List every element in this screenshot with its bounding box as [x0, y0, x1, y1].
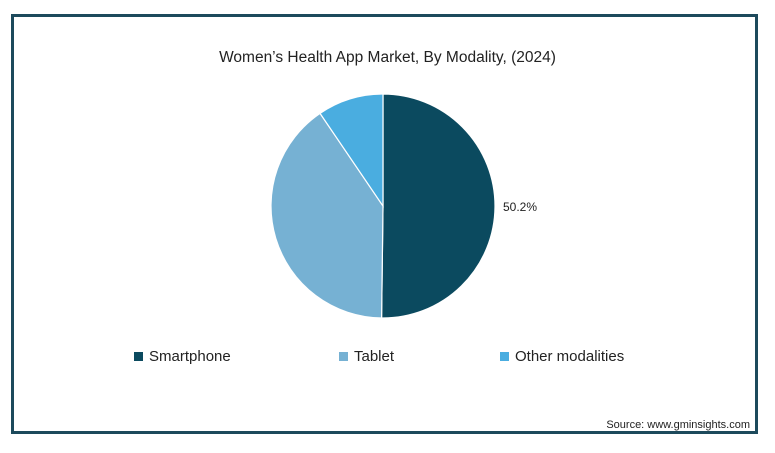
source-credit: Source: www.gminsights.com [606, 419, 750, 431]
legend-label-other-modalities: Other modalities [515, 348, 625, 365]
pie-slices [270, 93, 496, 319]
legend-item-smartphone: Smartphone [134, 348, 231, 365]
pie-slice-smartphone [380, 93, 496, 319]
legend-label-tablet: Tablet [354, 348, 395, 365]
legend-label-smartphone: Smartphone [149, 348, 231, 365]
pie-labels: 50.2% [503, 200, 537, 214]
legend-swatch-tablet [339, 352, 348, 361]
legend-item-tablet: Tablet [339, 348, 394, 365]
chart-title: Women’s Health App Market, By Modality, … [219, 49, 556, 66]
data-label-smartphone: 50.2% [503, 200, 537, 214]
pie-slice-tablet [270, 112, 384, 319]
pie-slice-other-modalities [319, 93, 384, 208]
legend: Smartphone Tablet Other modalities [0, 348, 775, 370]
legend-swatch-other-modalities [500, 352, 509, 361]
legend-item-other-modalities: Other modalities [500, 348, 624, 365]
legend-swatch-smartphone [134, 352, 143, 361]
